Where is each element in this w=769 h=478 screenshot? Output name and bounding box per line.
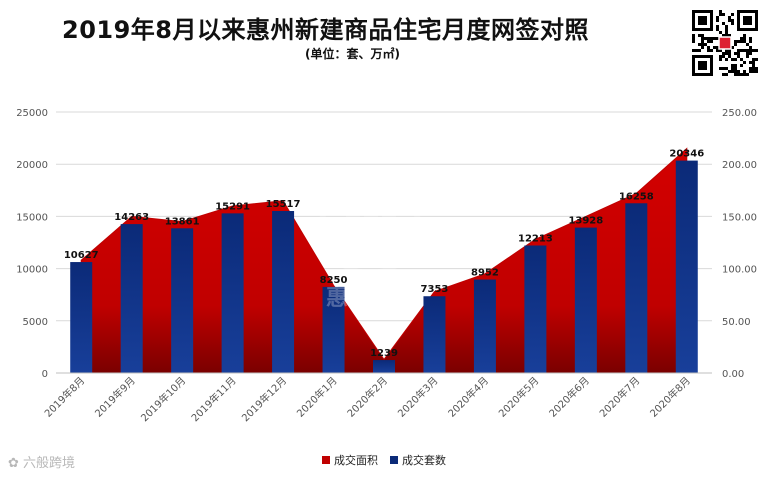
y-left-tick-label: 25000 bbox=[16, 108, 48, 119]
x-tick-label: 2019年9月 bbox=[92, 374, 138, 420]
legend-swatch-area bbox=[322, 456, 330, 464]
y-right-tick-label: 50.00 bbox=[722, 317, 751, 328]
legend-swatch-bar bbox=[390, 456, 398, 464]
x-tick-label: 2019年10月 bbox=[138, 374, 188, 424]
bar-transaction-units bbox=[524, 245, 547, 373]
y-right-tick-label: 150.00 bbox=[722, 212, 757, 223]
x-tick-label: 2020年8月 bbox=[647, 374, 693, 420]
bar-transaction-units bbox=[574, 227, 597, 373]
x-tick-label: 2020年1月 bbox=[294, 374, 340, 420]
bar-transaction-units bbox=[221, 213, 244, 373]
x-tick-label: 2020年4月 bbox=[445, 374, 491, 420]
x-tick-label: 2020年3月 bbox=[395, 374, 441, 420]
bar-data-label: 8250 bbox=[320, 275, 348, 286]
bar-transaction-units bbox=[171, 228, 194, 373]
watermark-brand-text: 六般跨境 bbox=[23, 456, 76, 471]
bar-data-label: 8952 bbox=[471, 268, 499, 279]
legend-item-area: 成交面积 bbox=[322, 452, 378, 468]
bar-data-label: 12213 bbox=[518, 233, 553, 244]
bar-data-label: 1239 bbox=[370, 348, 398, 359]
y-right-tick-label: 200.00 bbox=[722, 160, 757, 171]
legend-label-area: 成交面积 bbox=[334, 454, 378, 467]
y-right-tick-label: 0.00 bbox=[722, 369, 744, 380]
x-tick-label: 2020年5月 bbox=[496, 374, 542, 420]
x-tick-label: 2020年6月 bbox=[546, 374, 592, 420]
bar-transaction-units bbox=[675, 160, 698, 373]
chart-legend: 成交面积 成交套数 bbox=[322, 452, 446, 468]
bar-transaction-units bbox=[322, 286, 345, 373]
x-tick-label: 2020年7月 bbox=[597, 374, 643, 420]
bar-transaction-units bbox=[625, 203, 648, 373]
bar-data-label: 14263 bbox=[114, 212, 149, 223]
legend-item-bar: 成交套数 bbox=[390, 452, 446, 468]
bar-data-label: 10627 bbox=[64, 250, 99, 261]
bar-transaction-units bbox=[373, 360, 395, 373]
bar-transaction-units bbox=[120, 224, 143, 373]
bar-transaction-units bbox=[70, 262, 93, 373]
bar-transaction-units bbox=[272, 211, 295, 373]
bar-data-label: 20346 bbox=[669, 149, 704, 160]
x-tick-label: 2020年2月 bbox=[344, 374, 390, 420]
y-left-tick-label: 5000 bbox=[23, 317, 48, 328]
y-left-tick-label: 10000 bbox=[16, 265, 48, 276]
watermark-logo bbox=[319, 174, 421, 276]
chart-title: 2019年8月以来惠州新建商品住宅月度网签对照 bbox=[62, 16, 589, 44]
chart-subtitle: (单位：套、万㎡) bbox=[305, 47, 400, 61]
bar-data-label: 15291 bbox=[215, 201, 250, 212]
y-right-tick-label: 250.00 bbox=[722, 108, 757, 119]
x-tick-label: 2019年8月 bbox=[42, 374, 88, 420]
bar-data-label: 13928 bbox=[568, 216, 603, 227]
watermark-text: 惠民之家 bbox=[326, 285, 415, 311]
watermark-brand-icon: ✿ bbox=[8, 456, 19, 471]
bar-data-label: 16258 bbox=[619, 191, 654, 202]
qr-code-icon bbox=[692, 10, 758, 76]
y-left-tick-label: 0 bbox=[42, 369, 48, 380]
x-tick-label: 2019年12月 bbox=[239, 374, 289, 424]
bar-transaction-units bbox=[423, 296, 446, 373]
y-right-tick-label: 100.00 bbox=[722, 265, 757, 276]
legend-label-bar: 成交套数 bbox=[402, 454, 446, 467]
bar-data-label: 13861 bbox=[165, 216, 200, 227]
x-tick-label: 2019年11月 bbox=[188, 374, 238, 424]
bar-data-label: 7353 bbox=[421, 284, 449, 295]
y-left-tick-label: 15000 bbox=[16, 212, 48, 223]
y-left-tick-label: 20000 bbox=[16, 160, 48, 171]
watermark-bottom-left: ✿ 六般跨境 bbox=[8, 452, 75, 471]
bar-data-label: 15517 bbox=[266, 199, 301, 210]
bar-transaction-units bbox=[473, 279, 496, 373]
